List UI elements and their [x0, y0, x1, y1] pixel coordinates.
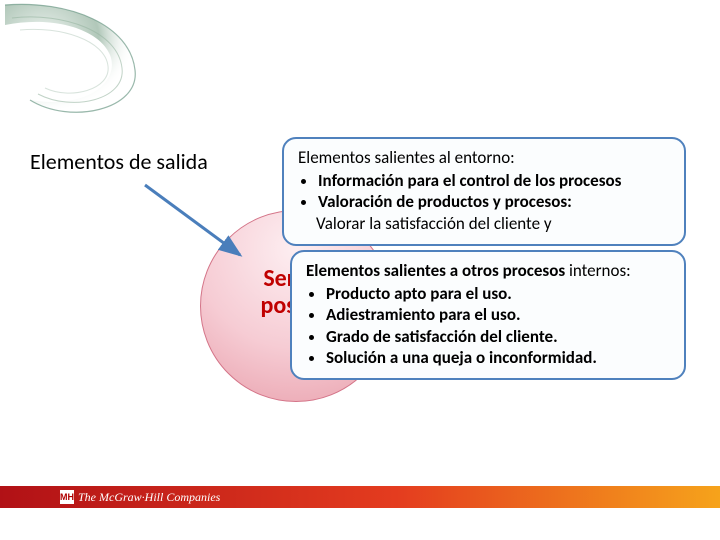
callout1-bullet-2: Valoración de productos y procesos: [318, 191, 670, 212]
corner-swirl-art [0, 0, 180, 130]
callout2-title-rest: internos: [569, 260, 631, 281]
callout-entorno: Elementos salientes al entorno: Informac… [282, 137, 686, 246]
callout1-list: Información para el control de los proce… [298, 170, 670, 213]
footer-logo: MH The McGraw·Hill Companies [60, 486, 220, 508]
callout2-bullet-1: Producto apto para el uso. [326, 283, 670, 304]
callout2-list: Producto apto para el uso. Adiestramient… [306, 283, 670, 368]
callout-internos: Elementos salientes a otros procesos int… [290, 250, 686, 380]
callout1-bullet-1: Información para el control de los proce… [318, 170, 670, 191]
callout1-subline: Valorar la satisfacción del cliente y [316, 213, 670, 234]
callout2-title: Elementos salientes a otros procesos int… [306, 260, 670, 281]
heading-text: Elementos de salida [30, 148, 208, 175]
callout2-bullet-4: Solución a una queja o inconformidad. [326, 347, 670, 368]
callout2-bullet-3: Grado de satisfacción del cliente. [326, 326, 670, 347]
callout2-title-bold: Elementos salientes a otros procesos [306, 260, 565, 281]
footer-logo-text: The McGraw·Hill Companies [78, 490, 220, 505]
slide-root: Elementos de salida Servici posven a Ele… [0, 0, 720, 540]
callout1-title: Elementos salientes al entorno: [298, 147, 670, 168]
footer-logo-box: MH [60, 490, 74, 504]
callout2-bullet-2: Adiestramiento para el uso. [326, 304, 670, 325]
